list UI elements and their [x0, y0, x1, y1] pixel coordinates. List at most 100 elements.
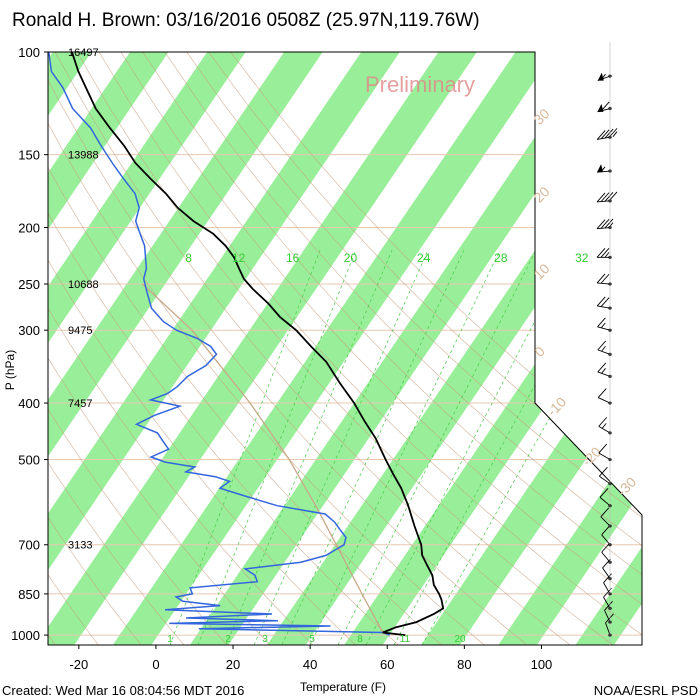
wind-barb-feather: [605, 613, 614, 624]
mixing-ratio-label: 28: [494, 251, 508, 265]
wind-barb-feather: [596, 219, 606, 229]
isotherm-band: [464, 52, 642, 645]
mixing-ratio-line: [365, 249, 573, 645]
dry-adiabat: [164, 52, 642, 645]
wind-barb-staff: [597, 227, 611, 230]
wind-barb-staff: [598, 452, 611, 460]
height-label: 9475: [68, 325, 92, 337]
height-label: 16497: [68, 47, 99, 59]
mixing-ratio-line: [309, 249, 501, 645]
wind-barb-feather: [600, 129, 610, 140]
y-tick-label: 300: [18, 323, 40, 338]
wind-barb-staff: [597, 200, 611, 203]
wind-barb-feather: [596, 296, 606, 307]
isotherm-band: [696, 2, 700, 695]
wind-barb-staff: [597, 326, 611, 331]
dry-adiabat: [48, 52, 99, 645]
dry-adiabat-label: 0: [531, 343, 548, 360]
dry-adiabat: [48, 52, 56, 645]
wind-barb-feather: [597, 388, 607, 398]
wind-barb-staff: [603, 596, 611, 609]
wind-barb-feather: [601, 525, 610, 536]
wind-barb-feather: [596, 248, 606, 258]
low-mixing-label: 20: [454, 634, 466, 645]
isotherm-band: [48, 52, 434, 645]
wind-barb-staff: [597, 349, 611, 355]
wind-barb-feather: [597, 317, 606, 328]
wind-barb-half-feather: [604, 252, 610, 258]
isotherm-band: [48, 52, 203, 645]
wind-barb-feather: [599, 488, 609, 498]
y-tick-label: 250: [18, 277, 40, 292]
wind-barb-staff: [605, 622, 611, 636]
wind-barb-staff: [597, 136, 611, 140]
x-tick-label: 40: [303, 657, 317, 672]
watermark-text: Preliminary: [365, 72, 475, 97]
dry-adiabat: [48, 52, 271, 645]
y-tick-label: 400: [18, 396, 40, 411]
chart-title: Ronald H. Brown: 03/16/2016 0508Z (25.97…: [12, 10, 480, 31]
wind-barb-feather: [596, 273, 606, 284]
wind-barb-half-feather: [600, 166, 606, 173]
y-tick-label: 500: [18, 453, 40, 468]
wind-barb-half-feather: [601, 345, 606, 352]
x-tick-label: 20: [226, 657, 240, 672]
mixing-ratio-label: 32: [575, 251, 589, 265]
x-tick-label: 0: [152, 657, 159, 672]
dry-adiabat-label: 30: [530, 105, 552, 127]
wind-barb-feather: [600, 297, 610, 307]
mixing-ratio-label: 8: [185, 251, 192, 265]
low-mixing-label: 3: [262, 634, 268, 645]
mixing-ratio-line: [197, 249, 357, 645]
wind-barb-feather: [604, 218, 614, 229]
wind-barb-half-feather: [601, 73, 606, 80]
isotherm-band: [78, 52, 588, 645]
wind-barb-feather: [596, 192, 606, 203]
dry-adiabat: [48, 52, 185, 645]
mixing-ratio-line: [337, 249, 537, 645]
y-tick-label: 1000: [11, 628, 40, 643]
dry-adiabat: [48, 52, 228, 645]
dry-adiabat: [48, 52, 313, 645]
wind-barb-flag: [597, 103, 604, 112]
x-axis-label: Temperature (F): [300, 680, 387, 694]
wind-barb-half-feather: [612, 131, 618, 137]
wind-barb-feather: [596, 130, 606, 140]
wind-barb-staff: [601, 534, 611, 546]
y-tick-label: 150: [18, 148, 40, 163]
wind-barb-feather: [600, 192, 610, 202]
mixing-ratio-label: 20: [344, 251, 358, 265]
wind-barb-feather: [597, 340, 607, 351]
x-tick-label: 60: [380, 657, 394, 672]
wind-barb-half-feather: [601, 423, 607, 429]
low-mixing-label: 1: [167, 634, 173, 645]
wind-barb-feather: [602, 558, 611, 569]
wind-barb-feather: [604, 128, 614, 139]
low-mixing-label: 2: [225, 634, 231, 645]
plot-frame: [47, 51, 643, 646]
wind-barb-half-feather: [600, 322, 606, 329]
wind-barb-feather: [604, 191, 614, 202]
dewpoint-profile: [48, 52, 391, 636]
wind-barb-feather: [597, 362, 607, 373]
dry-adiabat: [48, 52, 528, 645]
height-label: 7457: [68, 398, 92, 410]
x-tick-label: 80: [457, 657, 471, 672]
wind-barb-staff: [598, 425, 611, 434]
wind-barb-staff: [599, 475, 611, 485]
y-axis-label: P (hPa): [3, 350, 17, 390]
wind-barb-feather: [600, 248, 610, 258]
dry-adiabat: [48, 52, 485, 645]
wind-barb-staff: [598, 397, 611, 404]
y-tick-label: 850: [18, 587, 40, 602]
wind-barb-flag: [597, 164, 604, 173]
dry-adiabat: [186, 52, 642, 645]
wind-barb-staff: [600, 516, 611, 527]
credit-label: NOAA/ESRL PSD: [593, 683, 698, 698]
wind-barb-flag: [597, 72, 604, 81]
dry-adiabat: [48, 52, 142, 645]
wind-barb-feather: [598, 417, 608, 427]
wind-barb-staff: [597, 371, 611, 377]
wind-barb-feather: [600, 273, 610, 284]
wind-barb-feather: [600, 507, 610, 518]
